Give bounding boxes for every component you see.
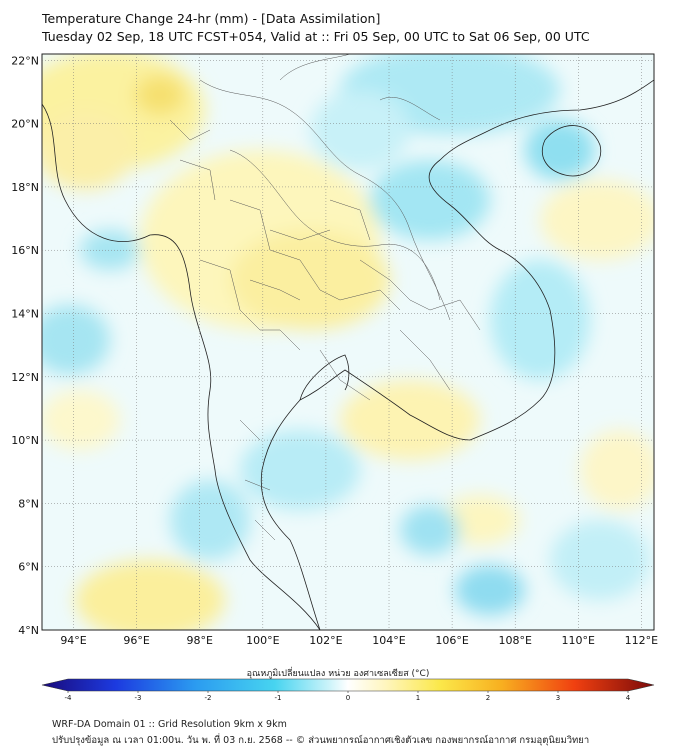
lon-tick-label: 110°E (562, 634, 595, 647)
footer-credit: ปรับปรุงข้อมูล ณ เวลา 01:00น. วัน พ. ที่… (52, 735, 590, 746)
lat-tick-label: 12°N (11, 371, 39, 384)
lat-tick-label: 4°N (18, 624, 39, 637)
lon-tick-label: 96°E (123, 634, 149, 647)
lat-tick-label: 20°N (11, 118, 39, 131)
colorbar-label: -2 (205, 694, 212, 702)
colorbar-label: 0 (346, 694, 350, 702)
coastlines (42, 79, 654, 630)
lon-tick-label: 112°E (625, 634, 658, 647)
colorbar-label: 4 (626, 694, 631, 702)
colorbar-label: 2 (486, 694, 490, 702)
lat-tick-label: 8°N (18, 497, 39, 510)
map-subtitle: Tuesday 02 Sep, 18 UTC FCST+054, Valid a… (42, 29, 590, 44)
lat-tick-label: 10°N (11, 434, 39, 447)
graticule (42, 54, 654, 630)
lat-tick-label: 22°N (11, 54, 39, 67)
lat-tick-label: 18°N (11, 181, 39, 194)
colorbar-label: -1 (275, 694, 282, 702)
longitude-labels: 94°E 96°E 98°E 100°E 102°E 104°E 106°E 108°E 110… (60, 634, 658, 647)
lon-tick-label: 94°E (60, 634, 86, 647)
lon-tick-label: 98°E (187, 634, 213, 647)
colorbar-gradient (41, 678, 655, 692)
lat-tick-label: 16°N (11, 244, 39, 257)
colorbar: -4 -3 -2 -1 0 1 2 3 4 (41, 678, 655, 702)
colorbar-label: -3 (135, 694, 142, 702)
colorbar-label: 1 (416, 694, 420, 702)
colorbar-label: -4 (65, 694, 73, 702)
lat-tick-label: 14°N (11, 308, 39, 321)
map-frame (41, 53, 655, 631)
lon-tick-label: 104°E (372, 634, 405, 647)
lon-tick-label: 108°E (498, 634, 531, 647)
colorbar-label: 3 (556, 694, 560, 702)
lon-tick-label: 100°E (246, 634, 279, 647)
temperature-change-map: 22°N 20°N 18°N 16°N 14°N 12°N 10°N 8°N 6°N 4°N 94… (11, 53, 658, 647)
lat-tick-label: 6°N (18, 561, 39, 574)
colorbar-title: อุณหภูมิเปลี่ยนแปลง หน่วย องศาเซลเซียส (… (246, 669, 430, 679)
latitude-labels: 22°N 20°N 18°N 16°N 14°N 12°N 10°N 8°N 6°N 4°N (11, 54, 39, 637)
map-title: Temperature Change 24-hr (mm) - [Data As… (42, 11, 381, 26)
lon-tick-label: 106°E (435, 634, 468, 647)
footer-model-info: WRF-DA Domain 01 :: Grid Resolution 9km … (52, 719, 287, 730)
lon-tick-label: 102°E (309, 634, 342, 647)
